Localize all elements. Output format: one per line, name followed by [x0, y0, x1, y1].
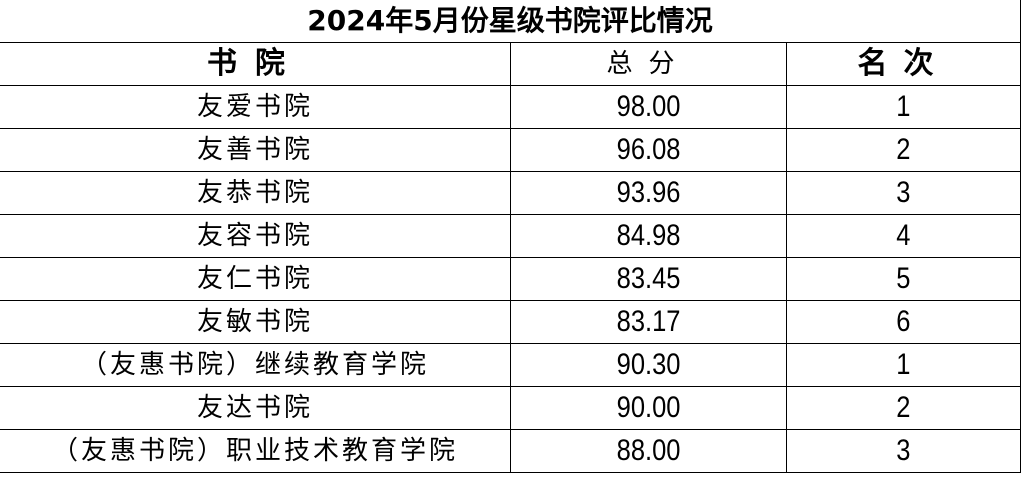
cell-score: 90.30: [511, 344, 787, 386]
table-row: 友达书院 90.00 2: [0, 387, 1020, 430]
table-title: 2024年5月份星级书院评比情况: [0, 0, 1020, 43]
rank-text: 6: [896, 305, 911, 338]
score-text: 90.30: [616, 348, 681, 381]
score-text: 90.00: [616, 391, 681, 424]
table-row: 友善书院 96.08 2: [0, 129, 1020, 172]
rank-text: 5: [896, 262, 911, 295]
cell-name: 友善书院: [0, 129, 511, 171]
cell-name: （友惠书院）继续教育学院: [0, 344, 511, 386]
name-text: 友敏书院: [196, 307, 313, 337]
rank-text: 1: [896, 348, 911, 381]
name-text: 友爱书院: [196, 92, 313, 122]
name-text: 友仁书院: [196, 264, 313, 294]
cell-name: 友爱书院: [0, 86, 511, 128]
cell-score: 84.98: [511, 215, 787, 257]
cell-score: 90.00: [511, 387, 787, 429]
cell-score: 83.17: [511, 301, 787, 343]
score-text: 93.96: [616, 176, 681, 209]
score-text: 98.00: [616, 90, 681, 123]
rank-text: 1: [896, 90, 911, 123]
cell-score: 83.45: [511, 258, 787, 300]
table-body: 友爱书院 98.00 1 友善书院 96.08 2 友恭书院 93.96 3 友容书院 84.98 4…: [0, 86, 1020, 473]
table-row: 友爱书院 98.00 1: [0, 86, 1020, 129]
rank-text: 2: [896, 133, 911, 166]
cell-rank: 4: [787, 215, 1020, 257]
score-text: 88.00: [616, 434, 681, 467]
name-text: 友达书院: [196, 393, 313, 423]
rank-text: 3: [896, 434, 911, 467]
cell-rank: 3: [787, 430, 1020, 472]
header-row: 书院 总分 名次: [0, 43, 1020, 86]
score-text: 96.08: [616, 133, 681, 166]
cell-name: 友敏书院: [0, 301, 511, 343]
table-row: （友惠书院）继续教育学院 90.30 1: [0, 344, 1020, 387]
name-text: （友惠书院）继续教育学院: [80, 350, 429, 380]
rank-text: 3: [896, 176, 911, 209]
rank-text: 2: [896, 391, 911, 424]
cell-rank: 3: [787, 172, 1020, 214]
cell-rank: 1: [787, 86, 1020, 128]
header-name: 书院: [0, 43, 511, 85]
rank-text: 4: [896, 219, 911, 252]
cell-score: 88.00: [511, 430, 787, 472]
table-row: 友恭书院 93.96 3: [0, 172, 1020, 215]
cell-name: 友容书院: [0, 215, 511, 257]
cell-rank: 5: [787, 258, 1020, 300]
header-score: 总分: [511, 43, 787, 85]
score-text: 83.17: [616, 305, 681, 338]
table-row: （友惠书院）职业技术教育学院 88.00 3: [0, 430, 1020, 473]
header-rank: 名次: [857, 46, 950, 81]
name-text: （友惠书院）职业技术教育学院: [51, 436, 458, 466]
cell-name: 友达书院: [0, 387, 511, 429]
score-text: 84.98: [616, 219, 681, 252]
cell-score: 96.08: [511, 129, 787, 171]
table-row: 友仁书院 83.45 5: [0, 258, 1020, 301]
cell-name: 友仁书院: [0, 258, 511, 300]
cell-rank: 2: [787, 387, 1020, 429]
cell-rank: 1: [787, 344, 1020, 386]
cell-score: 93.96: [511, 172, 787, 214]
cell-rank: 2: [787, 129, 1020, 171]
cell-rank: 6: [787, 301, 1020, 343]
table-row: 友敏书院 83.17 6: [0, 301, 1020, 344]
cell-score: 98.00: [511, 86, 787, 128]
table-row: 友容书院 84.98 4: [0, 215, 1020, 258]
name-text: 友容书院: [196, 221, 313, 251]
cell-name: 友恭书院: [0, 172, 511, 214]
name-text: 友恭书院: [196, 178, 313, 208]
name-text: 友善书院: [196, 135, 313, 165]
cell-name: （友惠书院）职业技术教育学院: [0, 430, 511, 472]
score-text: 83.45: [616, 262, 681, 295]
